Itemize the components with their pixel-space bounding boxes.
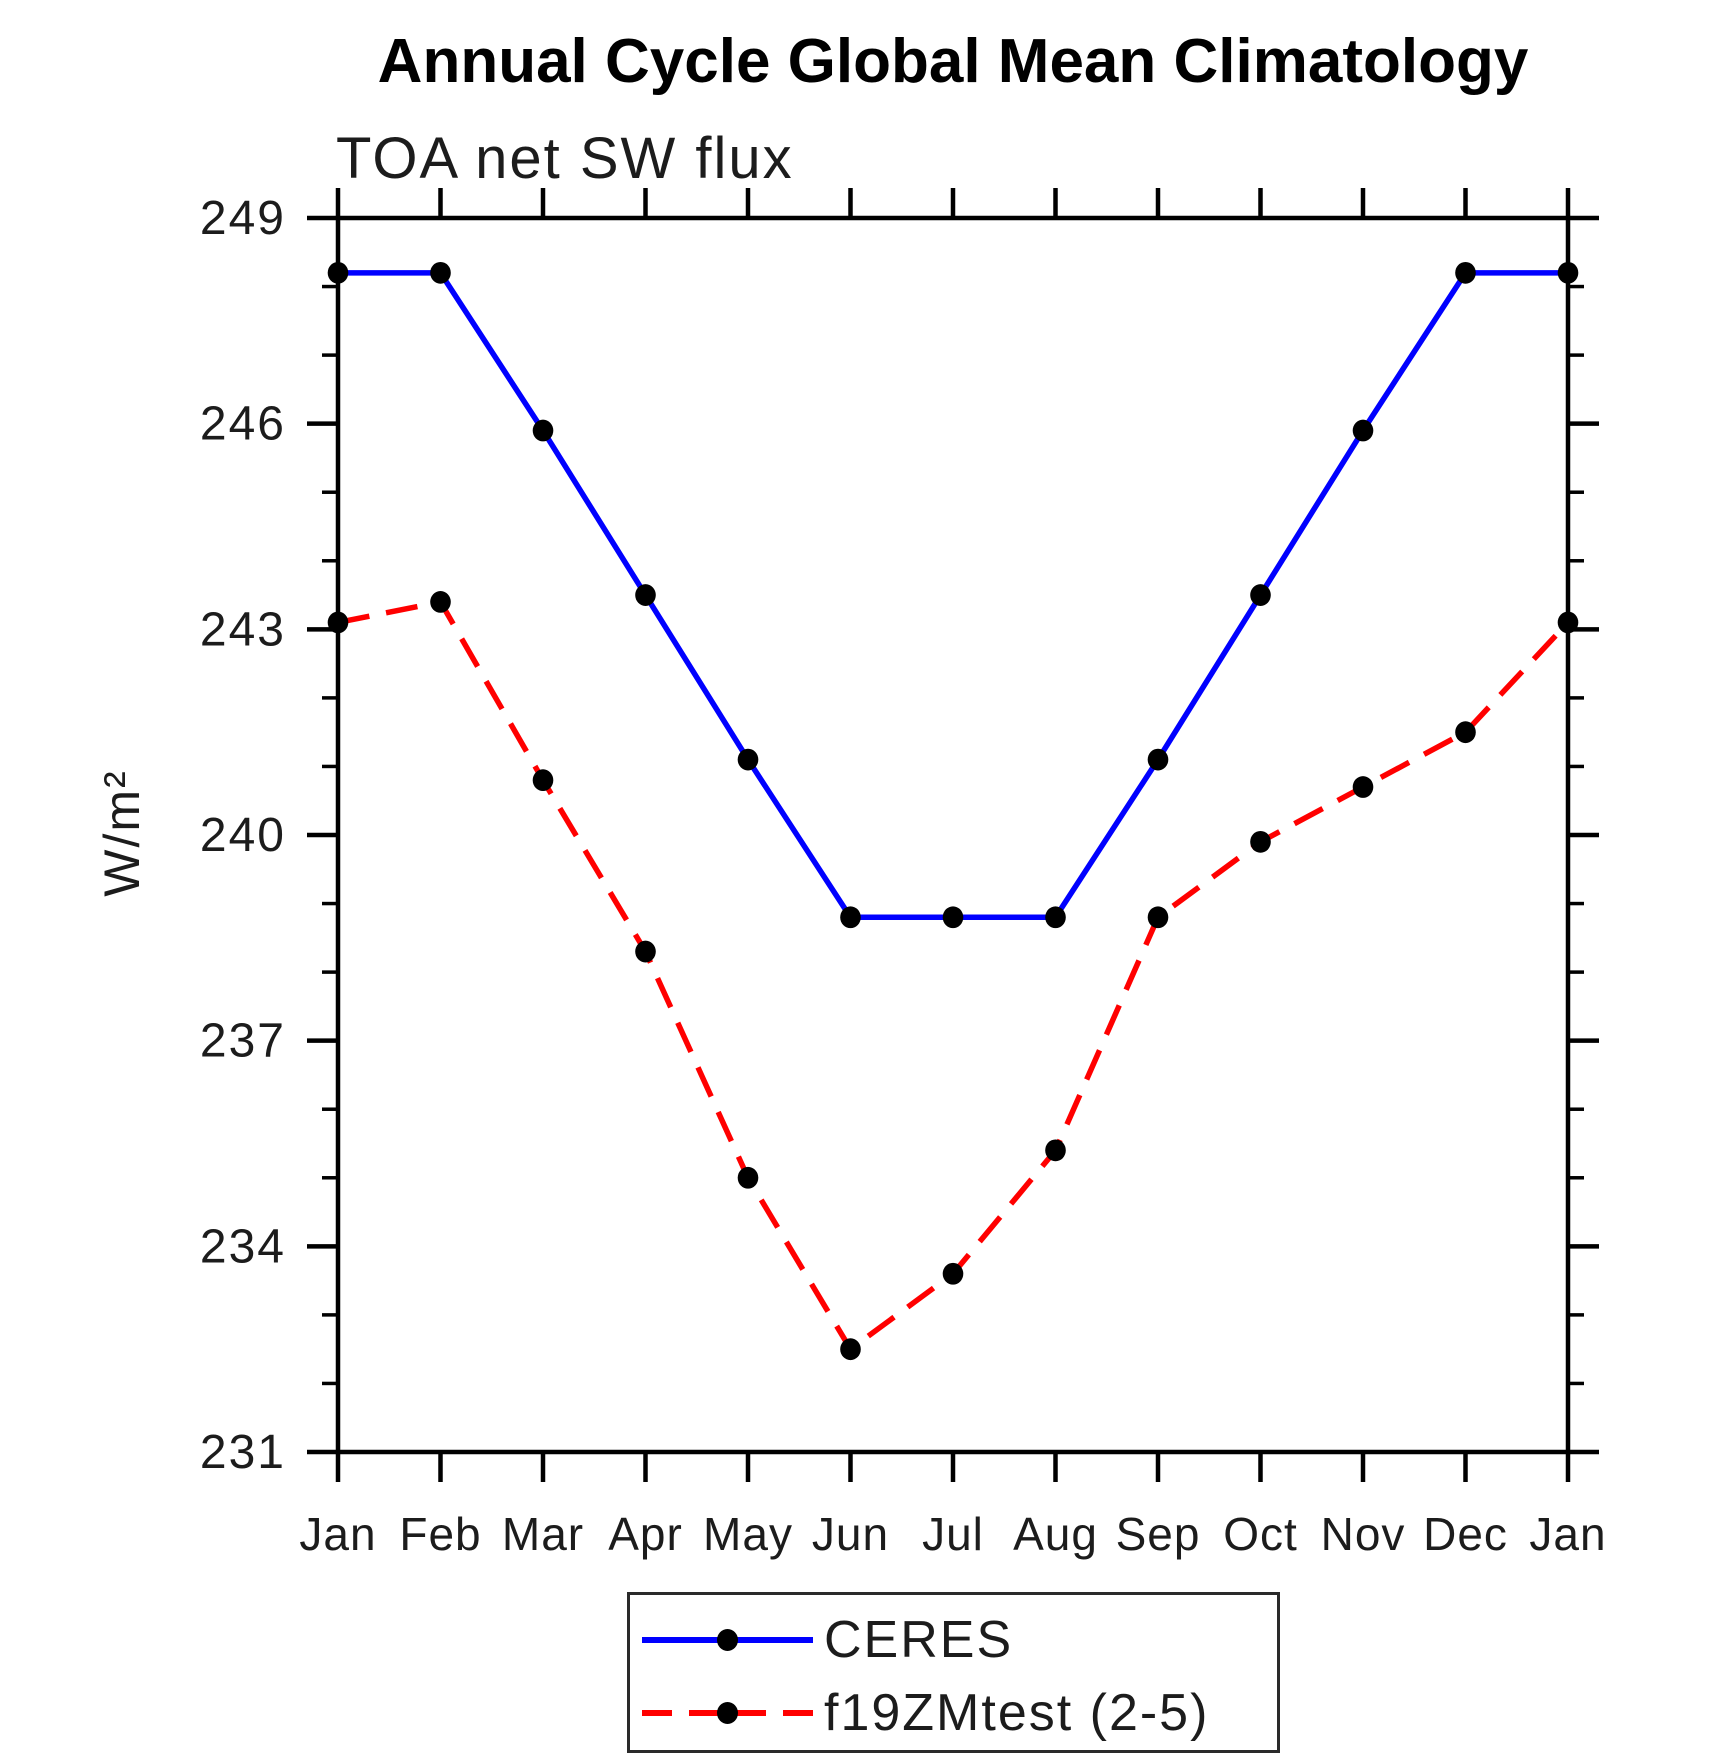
legend-entry-ceres: CERES bbox=[636, 1610, 1013, 1670]
x-tick-label: Sep bbox=[1116, 1508, 1201, 1560]
data-point-marker-ceres bbox=[1557, 261, 1579, 284]
y-tick-label: 237 bbox=[200, 1015, 286, 1068]
y-tick-label: 231 bbox=[200, 1426, 286, 1479]
x-tick-label: Dec bbox=[1423, 1508, 1508, 1560]
x-tick-label: Aug bbox=[1013, 1508, 1098, 1560]
data-point-marker-f19zmtest-2-5 bbox=[1045, 1139, 1066, 1162]
data-point-marker-ceres bbox=[1147, 748, 1169, 771]
y-tick-label: 234 bbox=[200, 1220, 286, 1273]
data-point-marker-ceres bbox=[327, 261, 349, 284]
x-tick-label: Feb bbox=[399, 1508, 481, 1560]
legend-label-ceres: CERES bbox=[824, 1611, 1014, 1669]
data-point-marker-ceres bbox=[737, 748, 759, 771]
legend-sample-marker-f19zmtest-2-5 bbox=[717, 1702, 738, 1724]
y-tick-label: 240 bbox=[200, 809, 286, 862]
data-point-marker-ceres bbox=[840, 906, 861, 929]
data-point-marker-f19zmtest-2-5 bbox=[840, 1338, 861, 1361]
data-point-marker-f19zmtest-2-5 bbox=[1250, 830, 1271, 853]
y-tick-label: 249 bbox=[200, 192, 286, 245]
x-tick-label: Jun bbox=[812, 1508, 889, 1560]
data-point-marker-ceres bbox=[532, 419, 554, 442]
x-tick-label: Jan bbox=[299, 1508, 376, 1560]
data-point-marker-f19zmtest-2-5 bbox=[532, 769, 554, 792]
data-point-marker-ceres bbox=[430, 261, 451, 284]
legend-line-sample-ceres bbox=[642, 1629, 813, 1651]
x-tick-label: Mar bbox=[502, 1508, 584, 1560]
data-point-marker-ceres bbox=[1352, 419, 1374, 442]
y-tick-label: 246 bbox=[200, 398, 286, 451]
x-tick-label: Jul bbox=[922, 1508, 984, 1560]
x-tick-label: Nov bbox=[1321, 1508, 1406, 1560]
legend-sample-marker-ceres bbox=[717, 1629, 738, 1651]
chart-title: Annual Cycle Global Mean Climatology bbox=[377, 27, 1529, 96]
legend-label-f19zmtest: f19ZMtest (2-5) bbox=[824, 1684, 1210, 1742]
data-point-marker-f19zmtest-2-5 bbox=[635, 940, 656, 963]
data-point-marker-ceres bbox=[1045, 906, 1066, 929]
data-point-marker-f19zmtest-2-5 bbox=[737, 1166, 759, 1189]
data-point-marker-ceres bbox=[1455, 261, 1476, 284]
data-point-marker-ceres bbox=[1250, 584, 1271, 606]
x-tick-label: Jan bbox=[1529, 1508, 1606, 1560]
data-point-marker-f19zmtest-2-5 bbox=[1352, 776, 1374, 798]
data-point-marker-ceres bbox=[942, 906, 964, 929]
legend-box: CERES f19ZMtest (2-5) bbox=[627, 1592, 1280, 1753]
data-point-marker-f19zmtest-2-5 bbox=[1147, 906, 1169, 929]
chart-subtitle: TOA net SW flux bbox=[336, 126, 794, 191]
x-tick-label: May bbox=[703, 1508, 793, 1560]
data-point-marker-f19zmtest-2-5 bbox=[942, 1262, 964, 1285]
legend-line-sample-f19zmtest bbox=[642, 1702, 813, 1724]
x-tick-label: Apr bbox=[608, 1508, 683, 1560]
data-point-marker-f19zmtest-2-5 bbox=[1455, 721, 1476, 744]
legend-entry-f19zmtest: f19ZMtest (2-5) bbox=[636, 1683, 1209, 1743]
data-point-marker-f19zmtest-2-5 bbox=[327, 611, 349, 634]
data-point-marker-f19zmtest-2-5 bbox=[1557, 611, 1579, 634]
data-point-marker-ceres bbox=[635, 584, 656, 606]
data-point-marker-f19zmtest-2-5 bbox=[430, 591, 451, 613]
series-line-f19zmtest-2-5 bbox=[337, 598, 1571, 1354]
x-tick-label: Oct bbox=[1223, 1508, 1298, 1560]
y-tick-label: 243 bbox=[200, 603, 286, 656]
series-line-ceres bbox=[338, 270, 1568, 921]
